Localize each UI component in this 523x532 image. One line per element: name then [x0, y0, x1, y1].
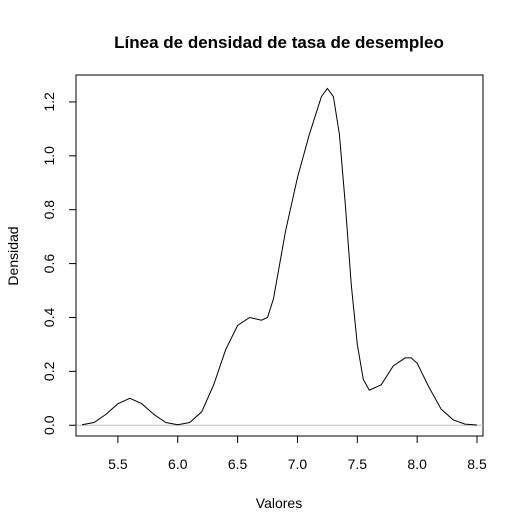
density-curve: [81, 87, 478, 426]
y-axis: 0.0 0.2 0.4 0.6 0.8 1.0 1.2: [41, 92, 77, 435]
x-tick-label: 7.5: [348, 456, 368, 472]
y-tick-label: 1.0: [41, 146, 57, 166]
x-tick-label: 8.5: [467, 456, 487, 472]
x-axis-label: Valores: [256, 495, 302, 511]
chart-title: Línea de densidad de tasa de desempleo: [114, 33, 444, 52]
y-tick-label: 0.4: [41, 308, 57, 328]
y-tick-label: 0.6: [41, 254, 57, 274]
x-tick-label: 8.0: [407, 456, 427, 472]
y-tick-label: 0.0: [41, 415, 57, 435]
x-axis: 5.5 6.0 6.5 7.0 7.5 8.0 8.5: [108, 435, 487, 472]
y-axis-label: Densidad: [5, 226, 21, 285]
x-tick-label: 7.0: [288, 456, 308, 472]
x-tick-label: 5.5: [108, 456, 128, 472]
y-tick-label: 0.8: [41, 200, 57, 220]
y-tick-label: 1.2: [41, 92, 57, 112]
x-tick-label: 6.5: [228, 456, 248, 472]
y-tick-label: 0.2: [41, 361, 57, 381]
x-tick-label: 6.0: [168, 456, 188, 472]
